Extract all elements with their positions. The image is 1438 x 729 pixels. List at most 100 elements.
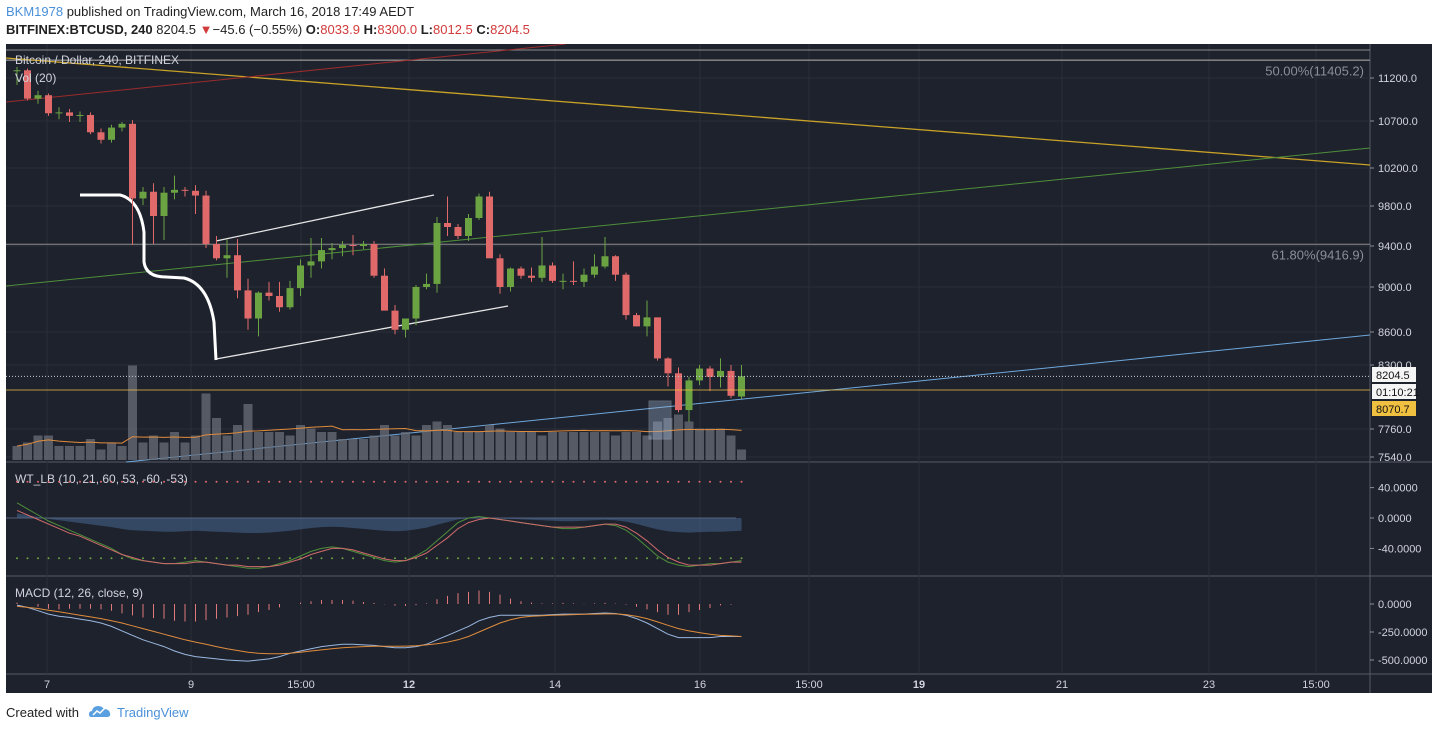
wt-ob-dot [236,480,239,483]
wt-ob-dot [142,480,144,483]
candle-body [444,223,451,227]
wt-ob-dot [362,480,365,483]
candle-body [318,250,325,262]
candle-body [202,195,210,244]
wt-ob-dot [520,480,522,483]
candle-body [307,261,315,266]
wt-ob-dot [299,480,302,483]
wt-ob-dot [205,480,207,483]
wt-ob-dot [16,480,18,483]
wt-ob-dot [730,480,732,483]
wt-ob-dot [320,480,323,483]
candle-body [286,288,294,308]
candle-body [402,318,409,330]
x-tick-label: 16 [694,679,706,691]
wt-os-dot [247,557,249,560]
wt-ob-dot [719,480,722,483]
volume-bar [233,425,242,460]
y-tick-label: 10700.0 [1378,116,1418,128]
wt-ob-dot [383,480,386,483]
volume-bar [558,432,568,460]
low-value: 8012.5 [433,22,473,37]
wt-ob-dot [310,480,312,483]
wt-ob-dot [604,480,606,483]
wt-ob-dot [152,480,155,483]
wt-ob-dot [100,480,102,483]
candle-body [213,244,220,259]
volume-bar [579,432,589,460]
wt-os-dot [698,557,701,560]
candle-body [696,368,703,381]
selection-box [648,400,672,440]
x-tick-label: 14 [549,679,561,691]
wt-os-dot [68,557,71,560]
wt-ob-dot [247,480,249,483]
wt-ob-dot [425,480,428,483]
candle-body [108,127,115,140]
high-label: H: [363,22,378,37]
wt-ob-dot [268,480,270,483]
wt-ob-dot [593,480,596,483]
volume-bar [23,442,32,460]
candle-body [234,255,241,291]
wt-ob-dot [131,480,134,483]
wt-ob-dot [173,480,176,483]
candle-body [297,265,304,289]
candle-body [328,248,336,251]
volume-bar [537,435,547,460]
wt-os-dot [362,557,365,560]
volume-bar [485,425,494,460]
wt-os-dot [583,557,585,560]
wt-ob-dot [740,480,743,483]
x-tick-label: 7 [44,679,50,691]
volume-bar [422,425,431,460]
y-tick-label: 0.0000 [1378,513,1412,525]
wt-os-dot [289,557,291,560]
y-tick-label: -40.0000 [1378,543,1421,555]
wt-ob-dot [635,480,638,483]
chart-canvas[interactable]: 50.00%(11405.2) 61.80%(9416.9) 11200.0 1070… [6,44,1432,693]
tradingview-cloud-icon[interactable] [88,702,112,720]
candle-body [706,368,714,377]
candle-body [118,123,126,128]
wt-os-dot [688,557,690,560]
candle-body [423,283,430,287]
volume-bar [369,435,379,460]
candle-body [139,191,147,199]
author-link[interactable]: BKM1978 [6,4,64,19]
wt-os-dot [425,557,428,560]
wt-os-dot [341,557,344,560]
wt-os-dot [257,557,260,560]
wt-os-dot [184,557,186,560]
price-tag-box [1372,384,1416,399]
low-label: L: [420,22,434,37]
wt-os-dot [404,557,407,560]
wt-os-dot [58,557,60,560]
wt-os-dot [457,557,459,560]
price-tag-label: 01:10:21 [1376,387,1419,399]
publish-info: published on TradingView.com, March 16, … [63,4,415,19]
volume-bar [716,428,725,460]
main-pane-title: Bitcoin / Dollar, 240, BITFINEX [15,53,179,67]
x-tick-label: 23 [1203,679,1215,691]
down-arrow-icon: ▼ [199,22,213,37]
candle-body [244,290,252,319]
volume-bar [726,435,736,460]
candle-body [13,70,21,72]
wt-os-dot [194,557,197,560]
tradingview-link[interactable]: TradingView [117,705,189,720]
wt-os-dot [541,557,543,560]
volume-bar [527,432,536,460]
wt-os-dot [121,557,123,560]
volume-bar [86,439,95,460]
price-change: −45.6 (−0.55%) [212,22,303,37]
footer: Created with TradingView [0,697,1438,729]
wt-os-dot [320,557,323,560]
y-tick-label: 9800.0 [1378,201,1412,213]
wt-os-dot [37,557,39,560]
x-tick-label: 15:00 [287,679,315,691]
wt-os-dot [100,557,102,560]
wt-os-dot [593,557,596,560]
candle-body [654,317,661,359]
wt-ob-dot [499,480,501,483]
